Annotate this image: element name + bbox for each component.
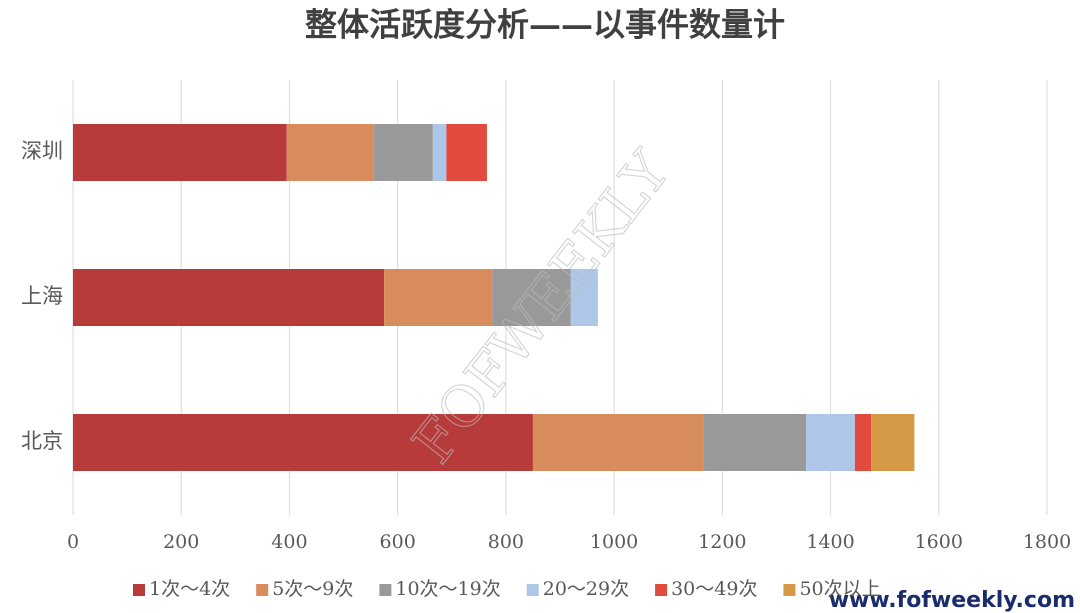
x-tick-label: 0 bbox=[67, 531, 79, 553]
bar-segment bbox=[384, 269, 493, 326]
legend: 1次～4次 5次～9次 10次～19次 20～29次 30～49次 50次以上 bbox=[133, 578, 881, 600]
x-tick-label: 600 bbox=[380, 531, 416, 553]
legend-label: 50次以上 bbox=[799, 578, 880, 600]
x-tick-label: 1000 bbox=[590, 531, 638, 553]
bar-segment bbox=[73, 414, 533, 471]
bar-segment bbox=[854, 414, 872, 471]
legend-swatch bbox=[379, 584, 392, 596]
bar-segment bbox=[286, 124, 374, 181]
legend-swatch bbox=[133, 584, 145, 596]
y-tick-label: 北京 bbox=[21, 429, 63, 453]
x-tick-label: 1600 bbox=[915, 531, 963, 553]
website-url: www.fofweekly.com bbox=[829, 588, 1075, 613]
bar-segment bbox=[871, 414, 915, 471]
x-tick-label: 1200 bbox=[698, 531, 746, 553]
x-tick-label: 400 bbox=[271, 531, 307, 553]
legend-swatch bbox=[526, 584, 539, 596]
bar-segment bbox=[373, 124, 433, 181]
legend-swatch bbox=[783, 584, 796, 596]
bar-segment bbox=[492, 269, 571, 326]
bar-segment bbox=[570, 269, 598, 326]
legend-label: 5次～9次 bbox=[272, 578, 353, 600]
chart-title: 整体活跃度分析——以事件数量计 bbox=[305, 6, 785, 44]
legend-label: 20～29次 bbox=[543, 578, 629, 600]
legend-label: 1次～4次 bbox=[149, 578, 230, 600]
x-tick-label: 1400 bbox=[806, 531, 854, 553]
bar-segment bbox=[432, 124, 447, 181]
x-tick-label: 200 bbox=[163, 531, 199, 553]
bar-segment bbox=[73, 269, 385, 326]
legend-swatch bbox=[256, 584, 269, 596]
bar-segment bbox=[73, 124, 287, 181]
bar-segment bbox=[703, 414, 807, 471]
legend-label: 30～49次 bbox=[671, 578, 757, 600]
legend-label: 10次～19次 bbox=[395, 578, 500, 600]
y-tick-label: 上海 bbox=[21, 284, 63, 308]
bar-segment bbox=[532, 414, 704, 471]
x-tick-label: 1800 bbox=[1023, 531, 1071, 553]
y-tick-label: 深圳 bbox=[21, 139, 63, 163]
legend-swatch bbox=[655, 584, 668, 596]
bar-segment bbox=[806, 414, 855, 471]
bar-segment bbox=[446, 124, 487, 181]
x-tick-label: 800 bbox=[488, 531, 524, 553]
